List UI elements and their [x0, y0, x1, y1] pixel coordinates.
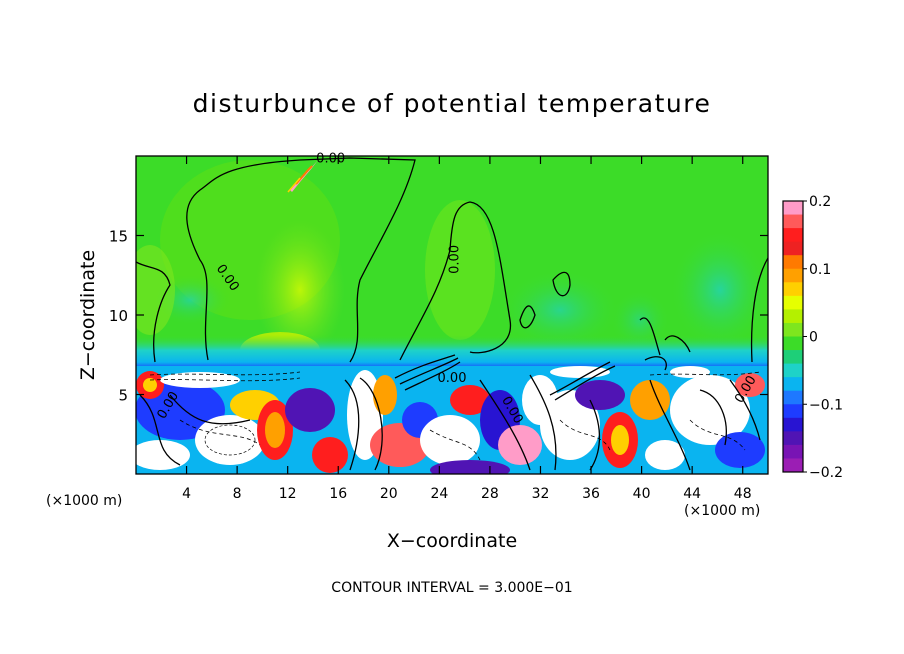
x-axis-ticks: 4 8 12 16 20 24 28 32 36 40 44 48: [182, 156, 752, 502]
colorbar-segment: [783, 255, 803, 270]
colorbar-tick-label: 0.1: [809, 262, 831, 278]
lower-field-features: [136, 366, 768, 474]
x-tick-label: 20: [380, 486, 398, 502]
colorbar-segment: [783, 444, 803, 459]
colorbar-segment: [783, 295, 803, 310]
colorbar-segment: [783, 390, 803, 405]
contour-lines: [136, 157, 768, 471]
colorbar-segment: [783, 228, 803, 243]
plot-area: [136, 156, 768, 474]
colorbar-segment: [783, 201, 803, 216]
colorbar-segment: [783, 417, 803, 432]
x-tick-label: 32: [532, 486, 550, 502]
y-axis-ticks: 5 10 15: [109, 228, 768, 405]
colorbar-segment: [783, 322, 803, 337]
colorbar-segment: [783, 309, 803, 324]
x-tick-label: 48: [734, 486, 752, 502]
x-axis-label: X−coordinate: [387, 530, 517, 552]
x-tick-label: 12: [279, 486, 297, 502]
y-axis-label: Z−coordinate: [77, 250, 99, 380]
colorbar-tick-label: −0.1: [809, 397, 843, 413]
colorbar-segment: [783, 282, 803, 297]
x-tick-label: 24: [430, 486, 448, 502]
x-tick-label: 40: [633, 486, 651, 502]
colorbar-segment: [783, 336, 803, 351]
contour-interval-annotation: CONTOUR INTERVAL = 3.000E−01: [331, 580, 572, 596]
y-tick-label: 15: [109, 228, 128, 246]
contour-label: 0.00: [447, 245, 462, 274]
x-unit-right: (×1000 m): [684, 503, 760, 519]
colorbar-tick-label: 0.2: [809, 194, 831, 210]
colorbar-segment: [783, 214, 803, 229]
colorbar-tick-label: −0.2: [809, 465, 843, 481]
x-tick-label: 16: [329, 486, 347, 502]
contour-label: 0.00: [316, 151, 345, 166]
x-tick-label: 8: [233, 486, 242, 502]
colorbar-segment: [783, 241, 803, 256]
colorbar-segment: [783, 377, 803, 392]
colorbar-segment: [783, 268, 803, 283]
x-tick-label: 44: [683, 486, 701, 502]
colorbar-segment: [783, 404, 803, 419]
contour-lines-negative: [149, 371, 761, 461]
y-tick-label: 5: [118, 387, 128, 405]
colorbar-labels: 0.2 0.1 0 −0.1 −0.2: [803, 194, 843, 481]
chart-title: disturbunce of potential temperature: [193, 89, 712, 118]
colorbar: [782, 200, 804, 473]
colorbar-segment: [783, 458, 803, 473]
x-tick-label: 28: [481, 486, 499, 502]
x-tick-label: 36: [582, 486, 600, 502]
x-unit-left: (×1000 m): [46, 493, 122, 509]
colorbar-segment: [783, 431, 803, 446]
upper-field-features: [136, 160, 768, 369]
x-tick-label: 4: [182, 486, 191, 502]
colorbar-segment: [783, 363, 803, 378]
y-tick-label: 10: [109, 307, 128, 325]
colorbar-segment: [783, 350, 803, 365]
colorbar-tick-label: 0: [809, 330, 818, 346]
contour-label: 0.00: [438, 371, 467, 386]
